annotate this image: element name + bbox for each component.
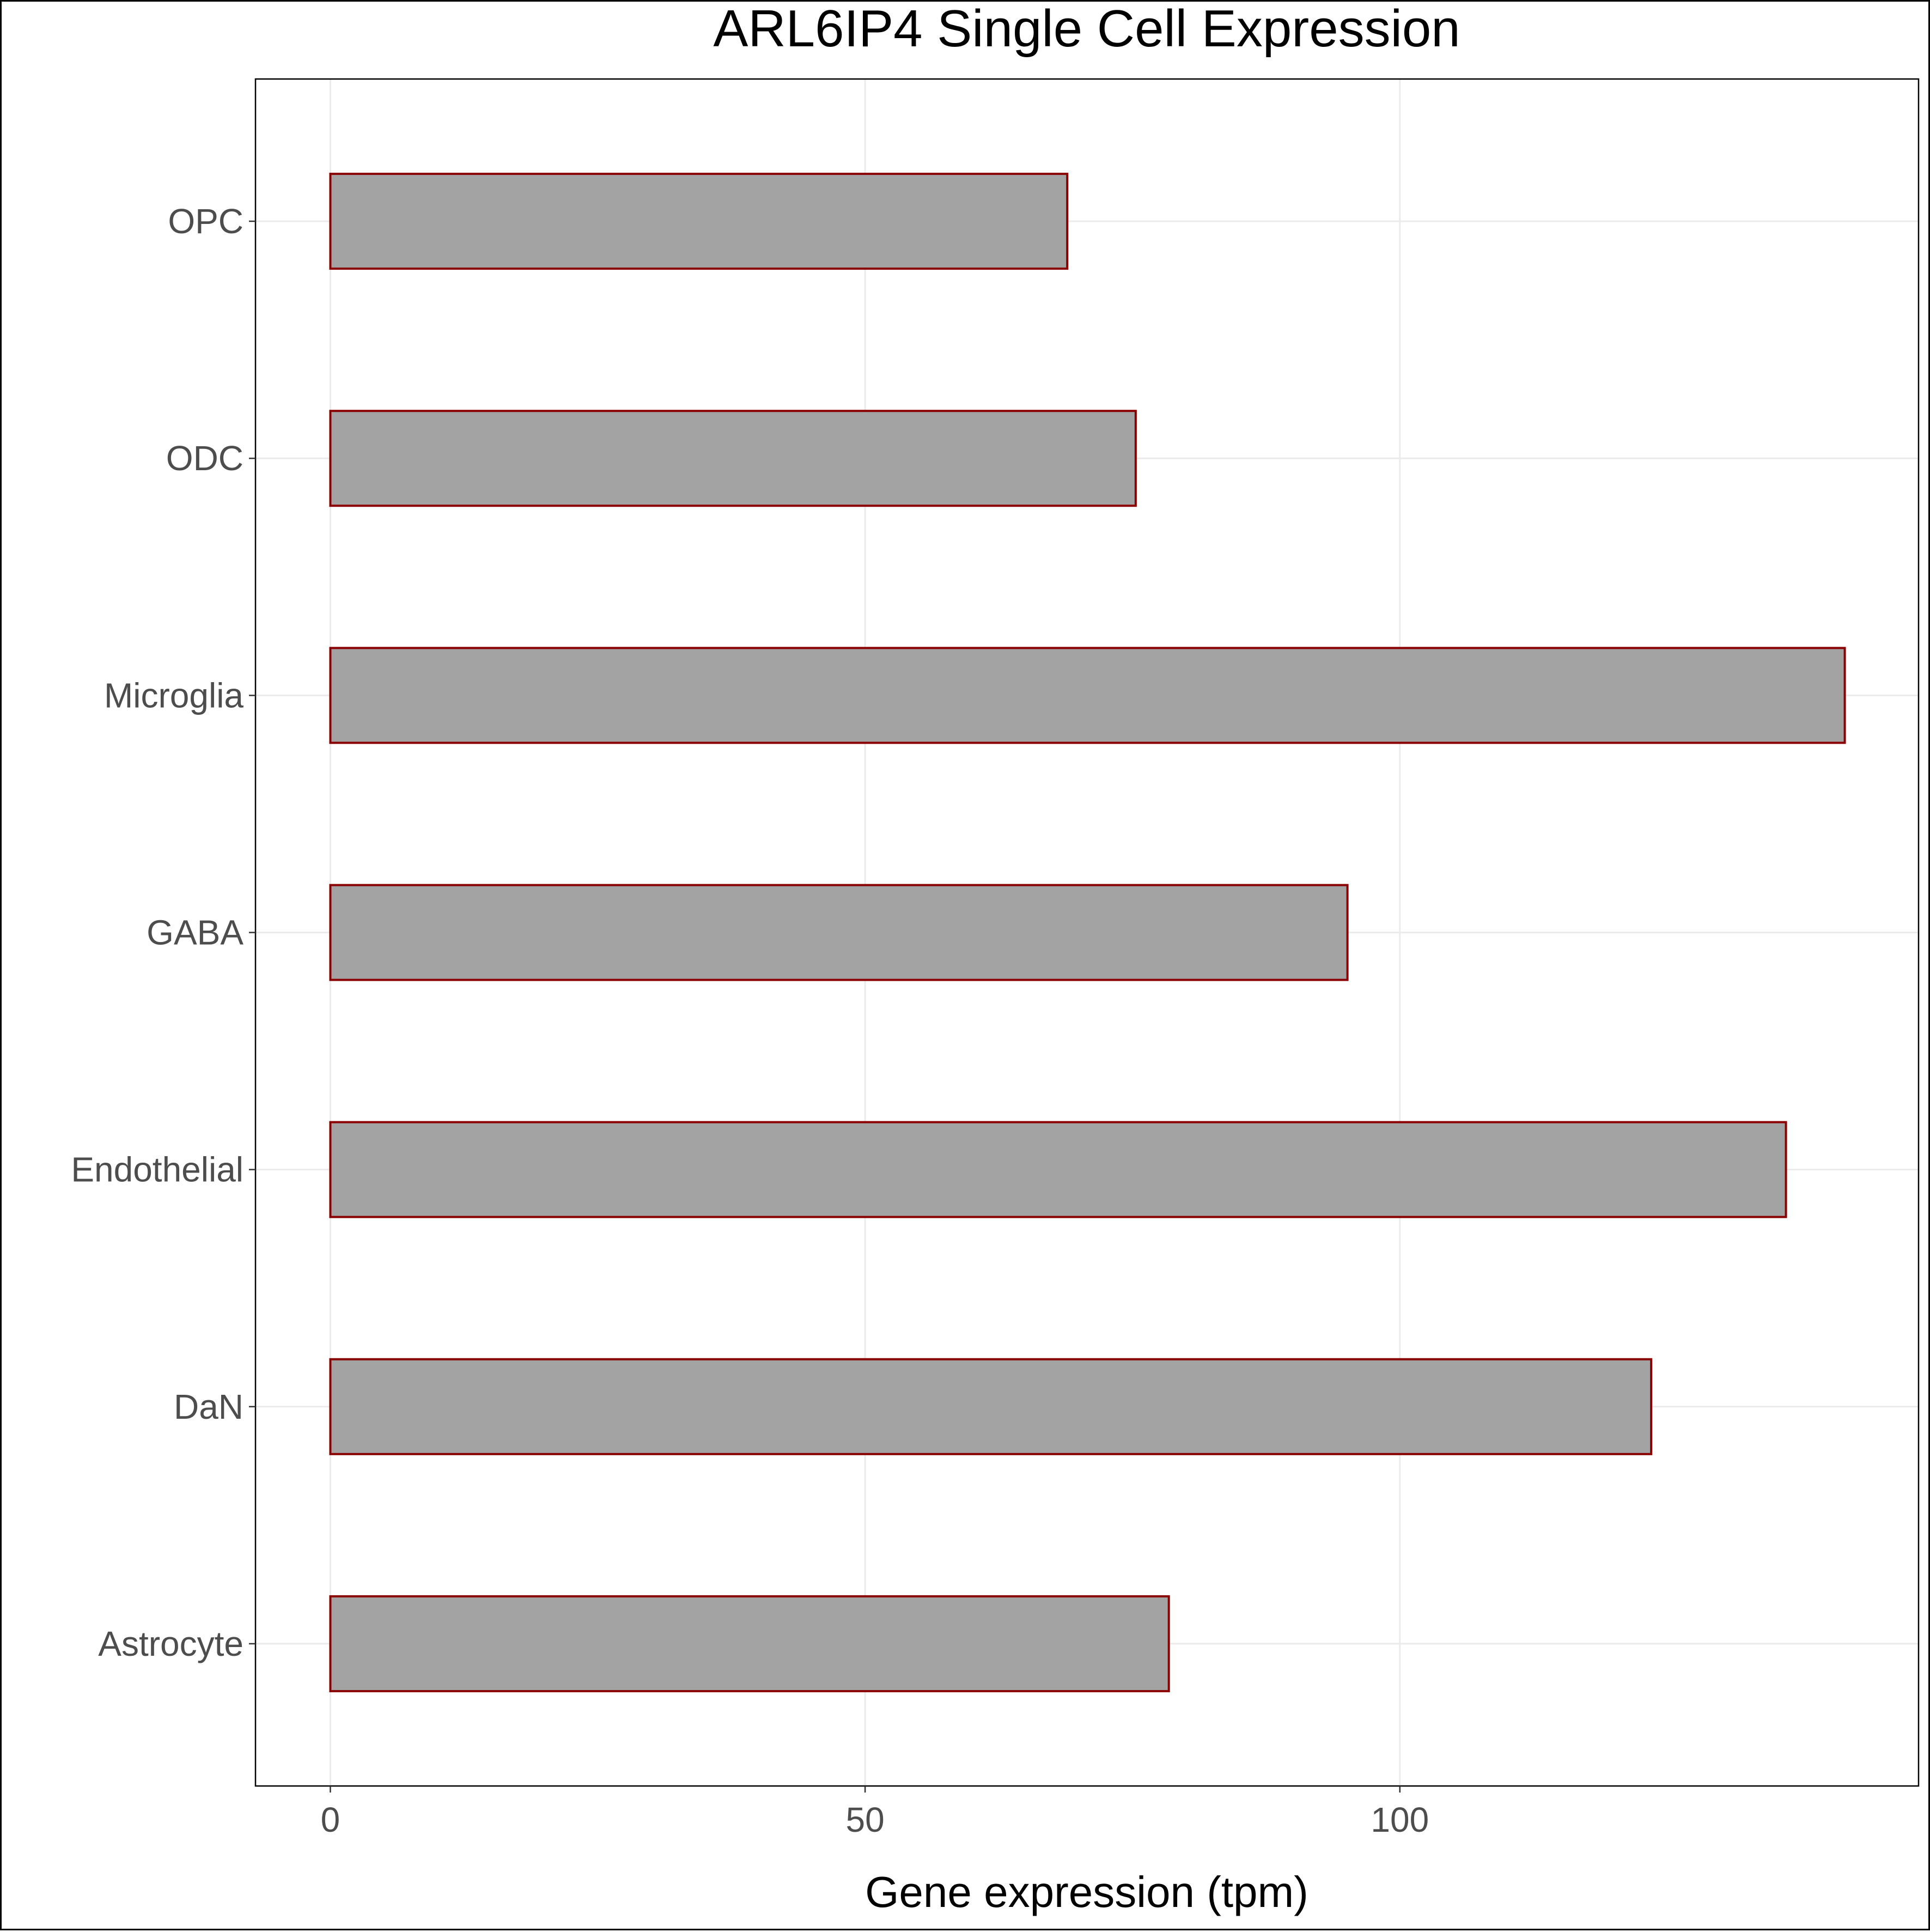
bar-opc <box>329 173 1069 270</box>
x-tick-label: 100 <box>1371 1800 1429 1839</box>
y-tick-label: ODC <box>166 439 243 478</box>
x-tick-label: 0 <box>321 1800 340 1839</box>
y-tick-label: Microglia <box>104 676 243 715</box>
y-tick-label: OPC <box>168 202 243 241</box>
bar-endothelial <box>329 1121 1787 1218</box>
axis-ticks <box>249 220 1401 1793</box>
y-tick-label: Astrocyte <box>98 1624 243 1663</box>
bar-dan <box>329 1358 1653 1455</box>
bar-astrocyte <box>329 1595 1170 1692</box>
y-tick-label: DaN <box>174 1387 243 1426</box>
bar-gaba <box>329 884 1349 981</box>
x-tick-label: 50 <box>846 1800 885 1839</box>
bars <box>329 173 1846 1692</box>
y-tick-label: Endothelial <box>71 1150 243 1189</box>
bar-microglia <box>329 647 1846 744</box>
chart-title: ARL6IP4 Single Cell Expression <box>713 2 1460 58</box>
bar-odc <box>329 410 1137 507</box>
y-tick-label: GABA <box>147 913 243 952</box>
axis-labels: Astrocyte DaN Endothelial GABA Microglia ODC O… <box>71 202 1429 1839</box>
x-axis-title: Gene expression (tpm) <box>865 1868 1308 1916</box>
